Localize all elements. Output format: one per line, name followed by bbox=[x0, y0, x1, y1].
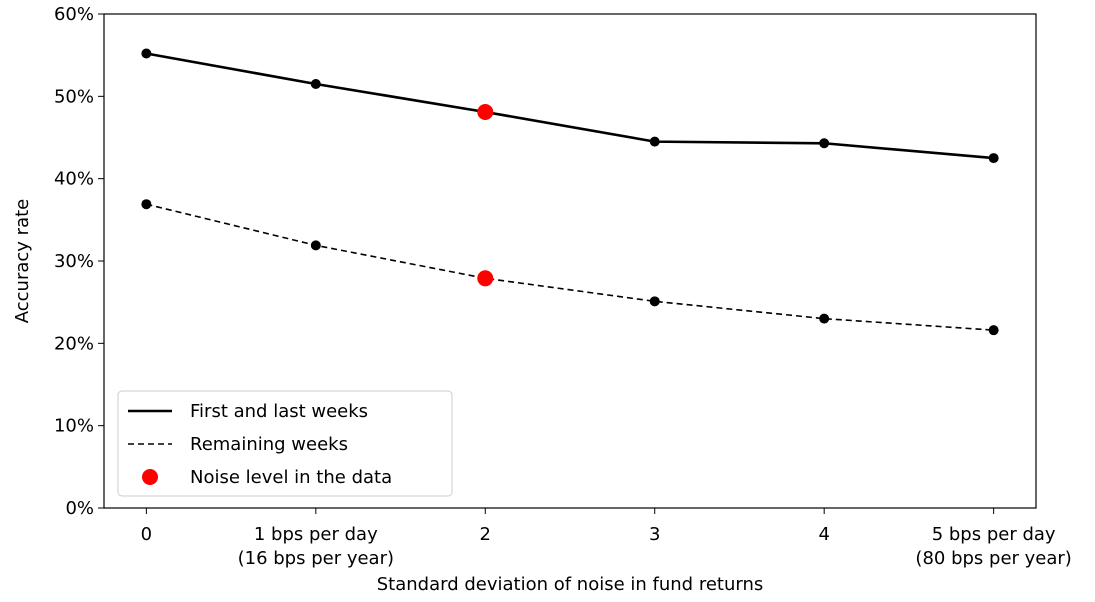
y-tick-label: 40% bbox=[54, 169, 94, 190]
legend-label: Remaining weeks bbox=[190, 434, 348, 455]
x-tick-label: 5 bps per day bbox=[932, 524, 1056, 545]
point bbox=[310, 240, 321, 251]
x-tick-label: (16 bps per year) bbox=[238, 548, 394, 569]
x-tick-label: 1 bps per day bbox=[254, 524, 378, 545]
point bbox=[141, 48, 152, 59]
series-line bbox=[146, 52, 994, 160]
x-tick-label: 3 bbox=[649, 524, 660, 545]
legend-swatch bbox=[142, 469, 158, 485]
x-tick-label: (80 bps per year) bbox=[915, 548, 1071, 569]
point bbox=[649, 136, 660, 147]
point bbox=[819, 138, 830, 149]
y-tick-label: 20% bbox=[54, 333, 94, 354]
point bbox=[310, 78, 321, 89]
point bbox=[649, 296, 660, 307]
point bbox=[819, 313, 830, 324]
legend-label: First and last weeks bbox=[190, 401, 368, 422]
y-tick-label: 0% bbox=[65, 498, 94, 519]
point bbox=[141, 199, 152, 210]
legend-label: Noise level in the data bbox=[190, 467, 392, 488]
highlight-point bbox=[477, 103, 494, 120]
y-tick-label: 50% bbox=[54, 86, 94, 107]
highlight-point bbox=[477, 270, 494, 287]
point bbox=[988, 153, 999, 164]
legend-box bbox=[117, 390, 453, 497]
x-tick-label: 2 bbox=[480, 524, 491, 545]
x-axis-label: Standard deviation of noise in fund retu… bbox=[377, 574, 764, 595]
x-tick-label: 0 bbox=[141, 524, 152, 545]
y-tick-label: 10% bbox=[54, 416, 94, 437]
point bbox=[988, 325, 999, 336]
y-tick-label: 30% bbox=[54, 251, 94, 272]
y-axis-label: Accuracy rate bbox=[12, 199, 33, 323]
legend: First and last weeks Remaining weeks Noise… bbox=[117, 390, 453, 497]
series-line bbox=[146, 203, 994, 331]
x-tick-label: 4 bbox=[818, 524, 829, 545]
y-tick-label: 60% bbox=[54, 4, 94, 25]
